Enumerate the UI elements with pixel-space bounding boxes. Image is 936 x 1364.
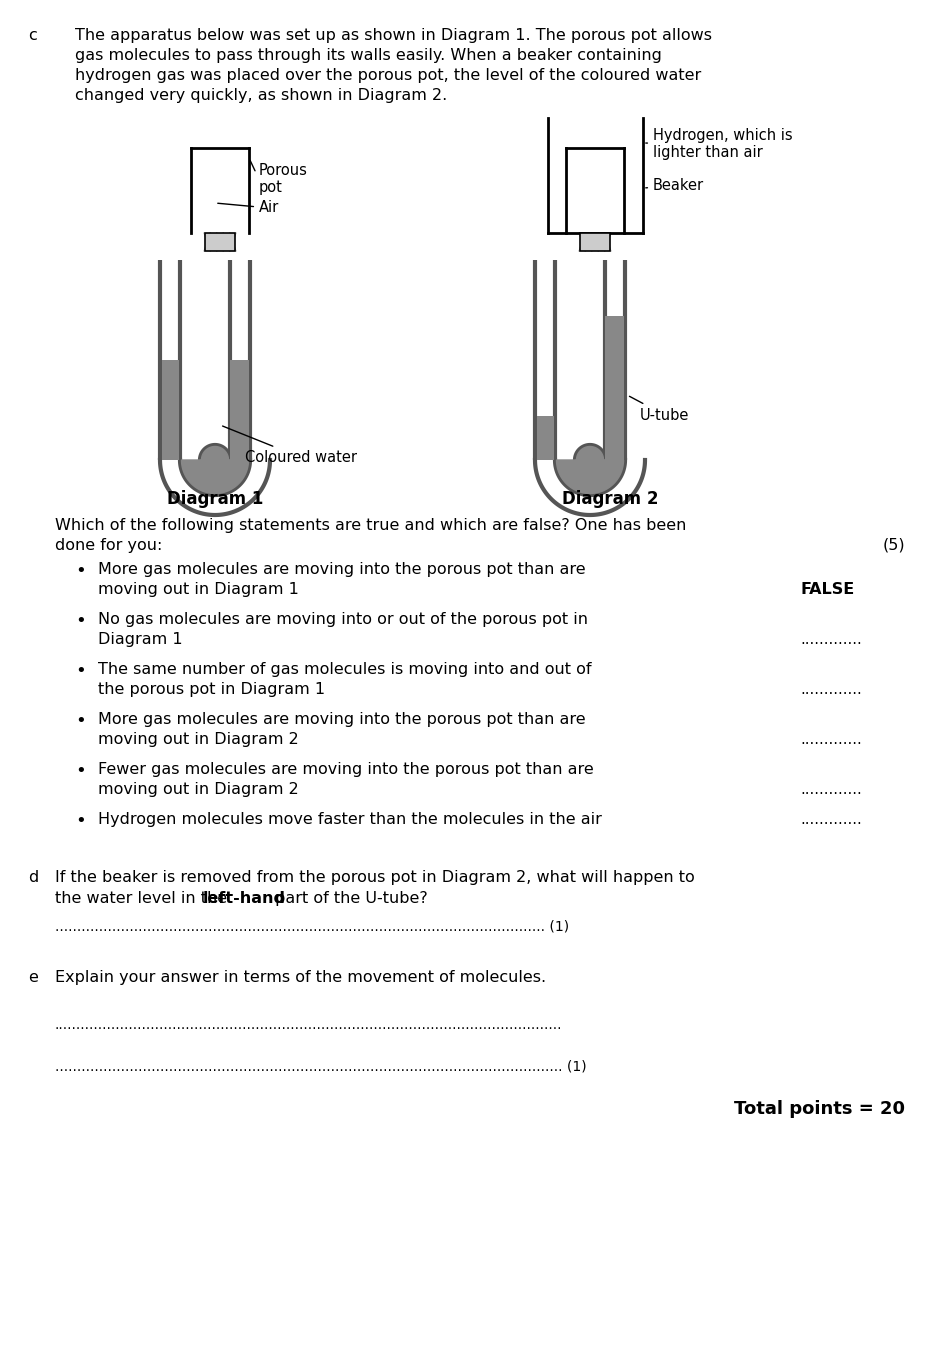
Bar xyxy=(536,416,553,460)
Text: More gas molecules are moving into the porous pot than are: More gas molecules are moving into the p… xyxy=(98,562,586,577)
Text: ................................................................................: ........................................… xyxy=(55,919,569,934)
Text: moving out in Diagram 1: moving out in Diagram 1 xyxy=(98,582,299,597)
Polygon shape xyxy=(557,446,623,494)
Text: •: • xyxy=(75,762,86,780)
Text: .............: ............. xyxy=(800,812,862,827)
Text: done for you:: done for you: xyxy=(55,537,162,552)
Text: the water level in the: the water level in the xyxy=(55,891,232,906)
Text: Explain your answer in terms of the movement of molecules.: Explain your answer in terms of the move… xyxy=(55,970,546,985)
Text: Coloured water: Coloured water xyxy=(223,426,357,465)
Text: hydrogen gas was placed over the porous pot, the level of the coloured water: hydrogen gas was placed over the porous … xyxy=(75,68,701,83)
Text: ................................................................................: ........................................… xyxy=(55,1018,563,1033)
Text: Fewer gas molecules are moving into the porous pot than are: Fewer gas molecules are moving into the … xyxy=(98,762,593,777)
Text: Beaker: Beaker xyxy=(646,179,704,194)
Text: Diagram 1: Diagram 1 xyxy=(98,632,183,647)
Text: ................................................................................: ........................................… xyxy=(55,1060,587,1073)
Text: Which of the following statements are true and which are false? One has been: Which of the following statements are tr… xyxy=(55,518,686,533)
Text: •: • xyxy=(75,612,86,630)
Text: d: d xyxy=(28,870,38,885)
Text: e: e xyxy=(28,970,37,985)
Text: .............: ............. xyxy=(800,782,862,797)
Bar xyxy=(605,316,623,460)
Text: The apparatus below was set up as shown in Diagram 1. The porous pot allows: The apparatus below was set up as shown … xyxy=(75,29,712,44)
Text: .............: ............. xyxy=(800,732,862,747)
Text: left-hand: left-hand xyxy=(202,891,285,906)
Text: Hydrogen molecules move faster than the molecules in the air: Hydrogen molecules move faster than the … xyxy=(98,812,602,827)
Text: •: • xyxy=(75,712,86,730)
Text: U-tube: U-tube xyxy=(629,397,690,423)
Text: moving out in Diagram 2: moving out in Diagram 2 xyxy=(98,732,299,747)
Text: Diagram 2: Diagram 2 xyxy=(562,490,658,507)
Text: Porous
pot: Porous pot xyxy=(250,161,308,195)
Text: c: c xyxy=(28,29,37,44)
Text: More gas molecules are moving into the porous pot than are: More gas molecules are moving into the p… xyxy=(98,712,586,727)
Text: •: • xyxy=(75,662,86,681)
Text: (5): (5) xyxy=(883,537,905,552)
Text: Air: Air xyxy=(218,201,279,216)
Text: the porous pot in Diagram 1: the porous pot in Diagram 1 xyxy=(98,682,325,697)
Bar xyxy=(230,360,248,460)
Text: •: • xyxy=(75,812,86,831)
Text: FALSE: FALSE xyxy=(800,582,855,597)
Text: .............: ............. xyxy=(800,632,862,647)
Text: Diagram 1: Diagram 1 xyxy=(167,490,263,507)
Polygon shape xyxy=(182,446,248,494)
Bar xyxy=(162,360,179,460)
Text: .............: ............. xyxy=(800,682,862,697)
Text: moving out in Diagram 2: moving out in Diagram 2 xyxy=(98,782,299,797)
Text: changed very quickly, as shown in Diagram 2.: changed very quickly, as shown in Diagra… xyxy=(75,89,447,104)
Text: The same number of gas molecules is moving into and out of: The same number of gas molecules is movi… xyxy=(98,662,592,677)
Text: No gas molecules are moving into or out of the porous pot in: No gas molecules are moving into or out … xyxy=(98,612,588,627)
Text: gas molecules to pass through its walls easily. When a beaker containing: gas molecules to pass through its walls … xyxy=(75,48,662,63)
Text: part of the U-tube?: part of the U-tube? xyxy=(270,891,428,906)
Text: •: • xyxy=(75,562,86,580)
Bar xyxy=(205,233,235,251)
Bar xyxy=(580,233,610,251)
Text: If the beaker is removed from the porous pot in Diagram 2, what will happen to: If the beaker is removed from the porous… xyxy=(55,870,695,885)
Text: Total points = 20: Total points = 20 xyxy=(734,1099,905,1118)
Text: Hydrogen, which is
lighter than air: Hydrogen, which is lighter than air xyxy=(646,128,793,161)
